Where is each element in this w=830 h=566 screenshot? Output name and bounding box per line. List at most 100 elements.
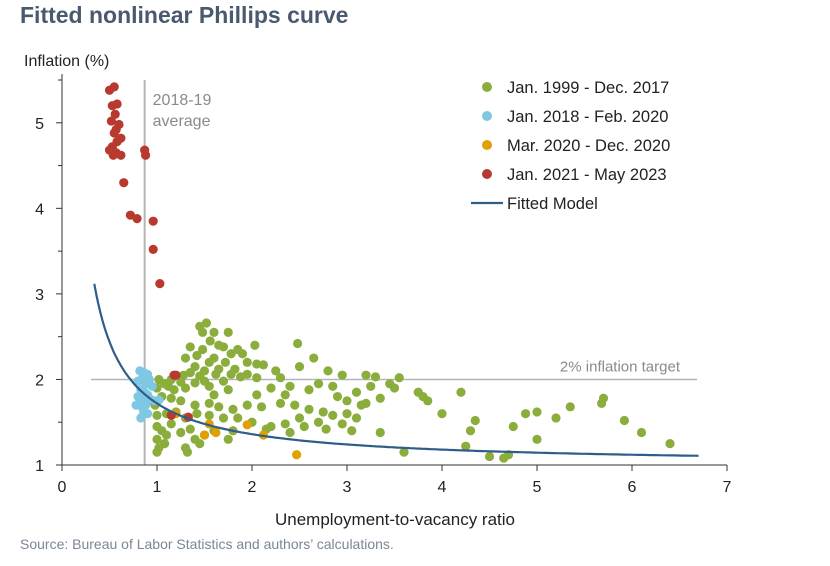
data-point <box>204 398 214 408</box>
data-point <box>275 398 286 408</box>
data-point <box>199 430 210 440</box>
data-point <box>389 383 400 393</box>
data-point <box>236 372 246 382</box>
data-point <box>351 387 362 397</box>
data-point <box>318 407 328 417</box>
legend-label: Jan. 1999 - Dec. 2017 <box>507 79 669 97</box>
y-tick-label: 4 <box>35 201 44 218</box>
data-point <box>323 366 333 376</box>
data-point <box>242 420 252 430</box>
data-point <box>456 387 466 397</box>
data-point <box>218 342 229 352</box>
data-point <box>508 421 518 432</box>
data-point <box>465 426 476 436</box>
data-point <box>211 369 221 379</box>
data-point <box>214 402 224 412</box>
legend-marker <box>482 140 492 150</box>
legend-label: Jan. 2021 - May 2023 <box>507 166 667 184</box>
data-point <box>152 434 162 444</box>
data-point <box>332 391 343 402</box>
data-point <box>223 327 233 337</box>
data-point <box>299 421 309 432</box>
data-point <box>198 327 208 337</box>
data-point <box>237 349 248 359</box>
data-point <box>185 342 195 352</box>
data-point <box>205 336 215 346</box>
data-point <box>250 340 260 350</box>
data-point <box>375 393 385 403</box>
legend-marker <box>482 169 492 179</box>
x-tick-label: 7 <box>723 479 732 496</box>
average-label-line2: average <box>153 113 211 130</box>
legend-label: Mar. 2020 - Dec. 2020 <box>507 137 670 155</box>
data-point <box>192 409 202 419</box>
data-point <box>280 419 290 429</box>
data-point <box>155 279 165 289</box>
data-point <box>220 357 230 367</box>
x-tick-label: 0 <box>58 479 67 496</box>
data-point <box>148 244 158 254</box>
x-tick-label: 3 <box>343 479 352 496</box>
data-point <box>252 373 262 383</box>
data-point <box>665 439 675 449</box>
data-point <box>190 400 200 410</box>
data-point <box>223 434 233 444</box>
data-point <box>290 400 300 410</box>
data-point <box>532 434 542 444</box>
data-point <box>328 381 338 391</box>
data-point <box>636 427 647 438</box>
legend-label: Fitted Model <box>507 195 598 213</box>
x-axis-label: Unemployment-to-vacancy ratio <box>275 510 515 529</box>
data-point <box>185 424 195 434</box>
data-point <box>275 373 286 383</box>
x-tick-label: 1 <box>153 479 162 496</box>
data-point <box>351 413 362 423</box>
data-point <box>142 409 153 419</box>
data-point <box>218 413 229 423</box>
data-point <box>597 398 607 408</box>
data-point <box>110 109 120 119</box>
legend: Jan. 1999 - Dec. 2017 Jan. 2018 - Feb. 20… <box>471 79 670 213</box>
target-label: 2% inflation target <box>560 358 681 375</box>
data-point <box>304 404 314 414</box>
data-point <box>223 385 233 395</box>
data-point <box>242 400 252 410</box>
data-point <box>252 390 262 400</box>
data-point <box>266 383 276 393</box>
data-point <box>152 447 162 457</box>
data-point <box>484 451 495 462</box>
data-point <box>399 447 409 457</box>
data-point <box>133 376 143 386</box>
data-point <box>109 128 119 138</box>
data-point <box>116 150 126 160</box>
x-tick-label: 2 <box>248 479 257 496</box>
data-point <box>147 381 157 391</box>
data-point <box>169 385 179 395</box>
data-point <box>226 349 236 359</box>
data-point <box>119 178 129 188</box>
data-point <box>375 427 385 438</box>
data-point <box>209 390 219 400</box>
chart-title: Fitted nonlinear Phillips curve <box>20 2 349 28</box>
data-point <box>313 417 324 427</box>
data-point <box>258 360 268 370</box>
data-point <box>565 402 575 412</box>
data-point <box>356 400 366 410</box>
legend-label: Jan. 2018 - Feb. 2020 <box>507 108 668 126</box>
data-point <box>309 353 319 363</box>
data-point <box>619 415 630 426</box>
data-point <box>337 370 347 380</box>
data-point <box>166 393 176 403</box>
data-point <box>141 150 151 160</box>
y-tick-label: 5 <box>35 116 44 133</box>
data-point <box>342 396 352 406</box>
data-point <box>551 413 561 423</box>
data-point <box>285 427 295 438</box>
data-point <box>218 376 229 386</box>
data-point <box>370 372 381 382</box>
data-point <box>328 410 338 420</box>
y-axis-label: Inflation (%) <box>24 53 109 70</box>
data-point <box>171 370 181 380</box>
data-point <box>394 373 404 383</box>
